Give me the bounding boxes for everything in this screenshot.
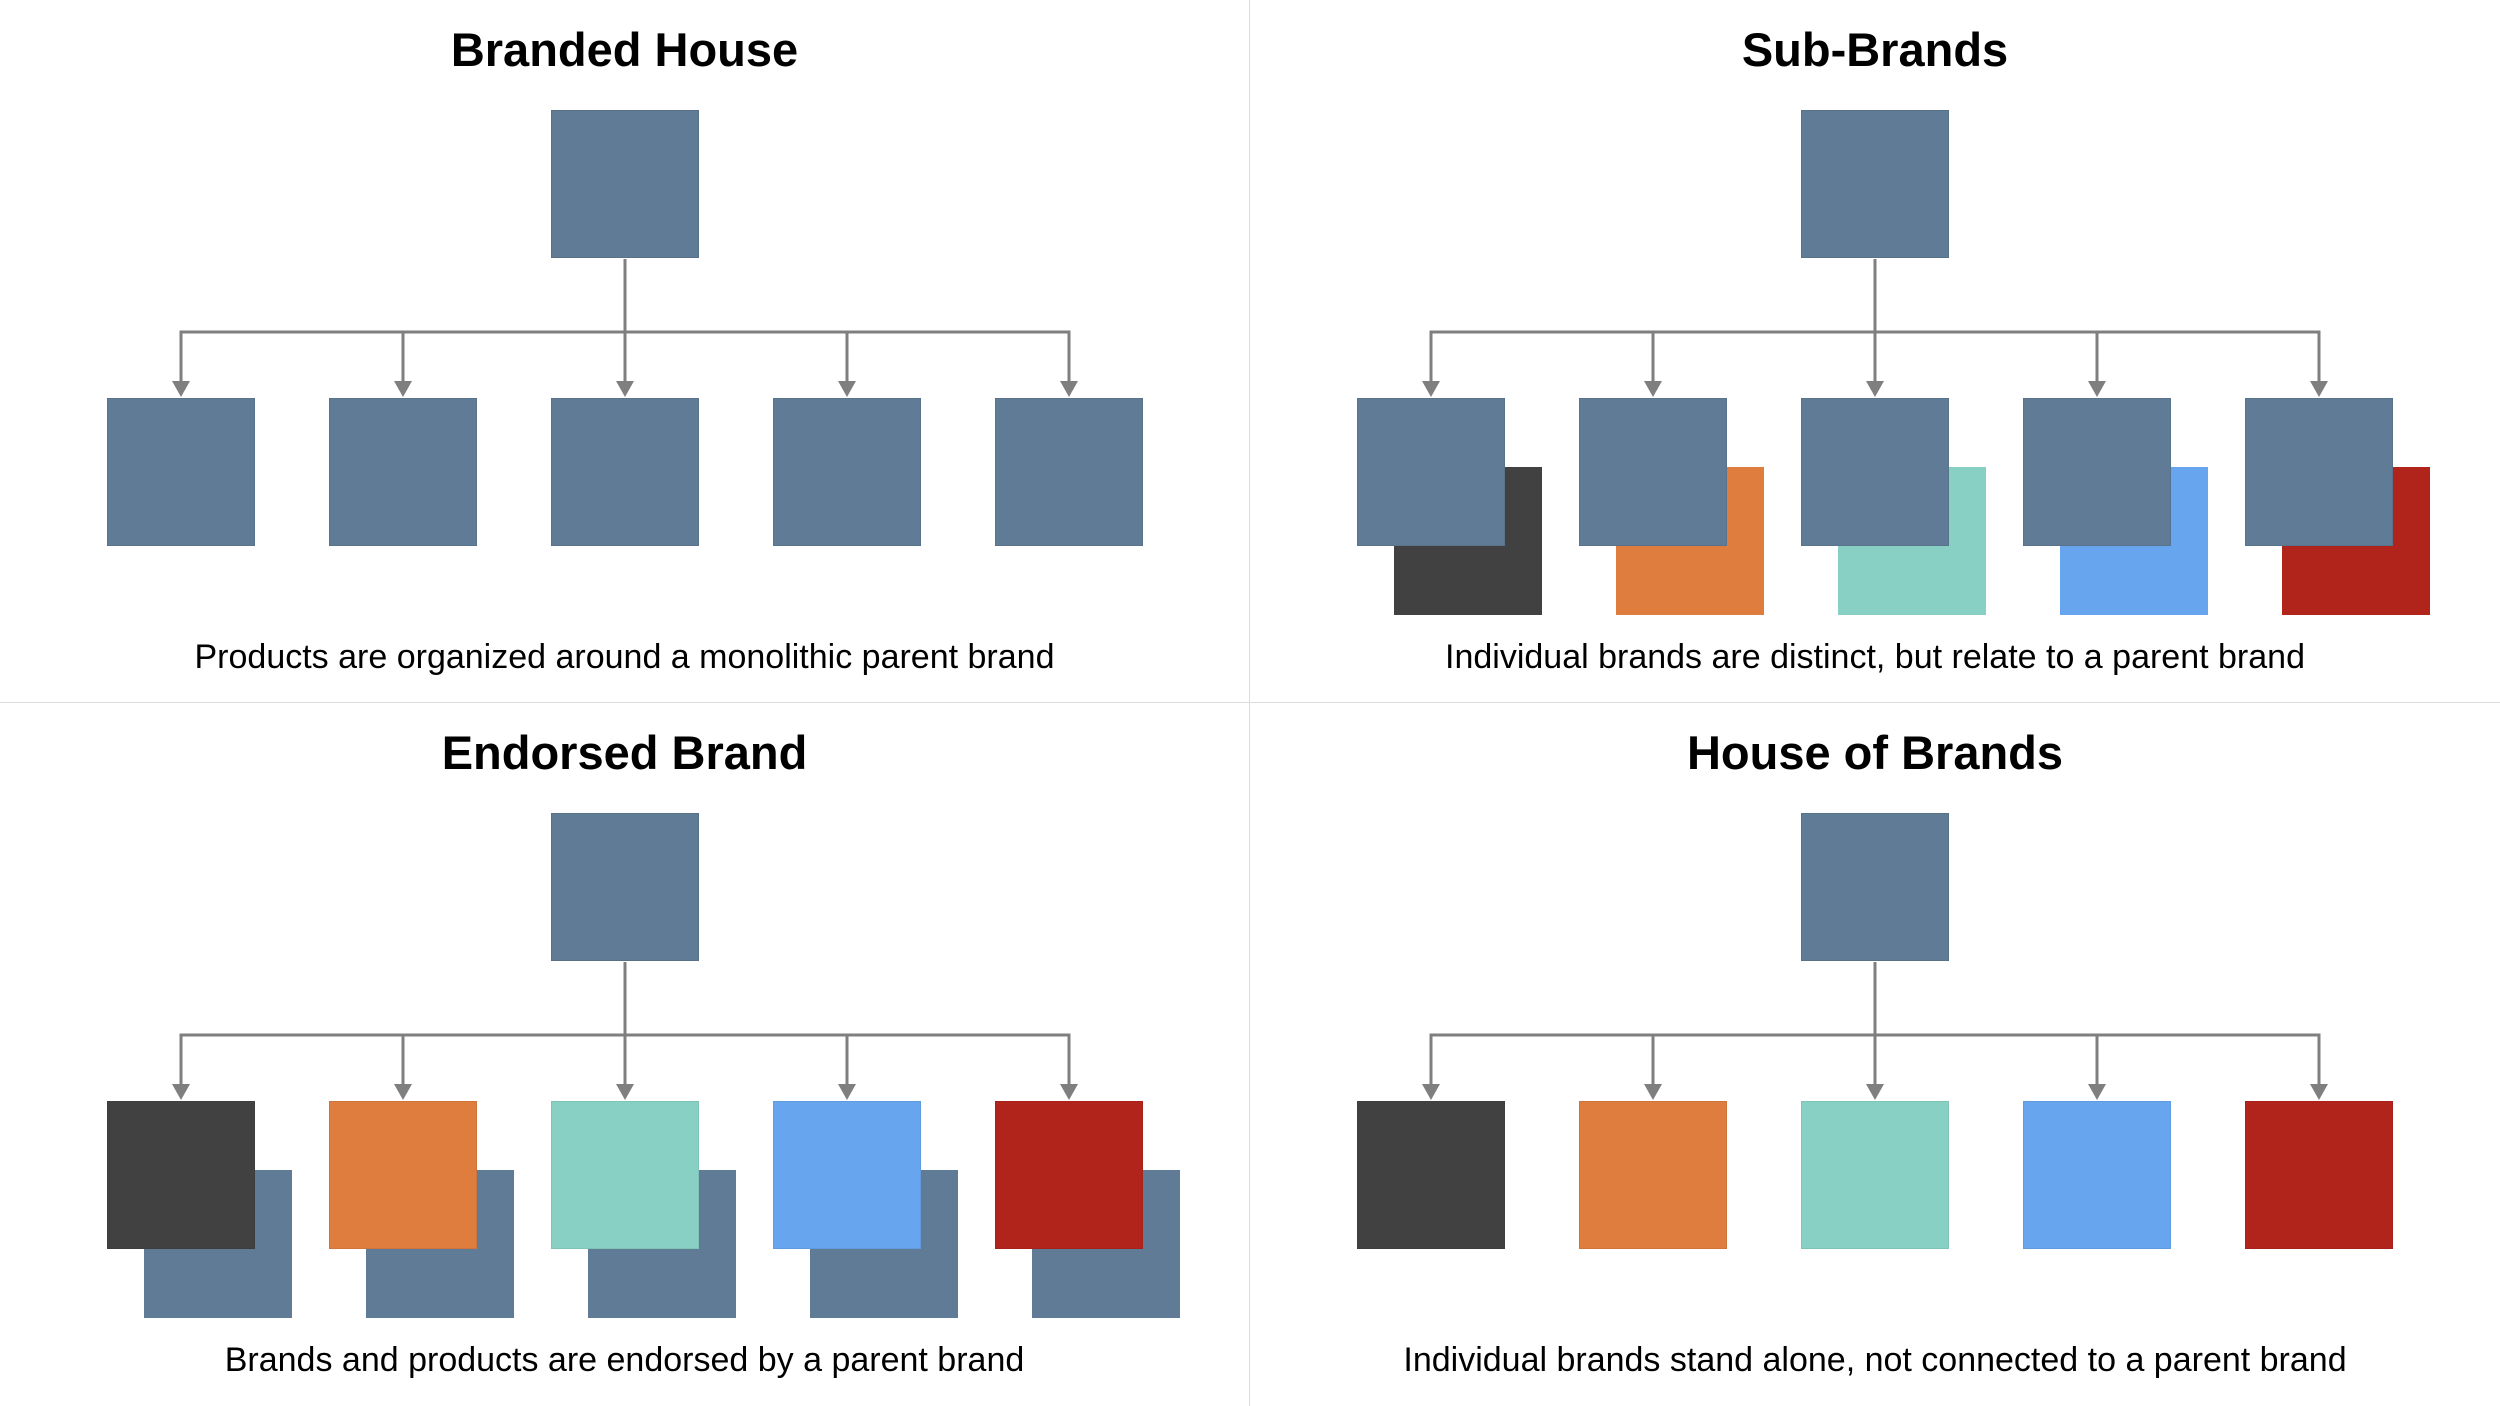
arrowhead-icon xyxy=(2310,381,2328,397)
parent-brand-box xyxy=(551,110,699,258)
child-front-box xyxy=(1357,398,1505,546)
arrowhead-icon xyxy=(394,381,412,397)
arrowhead-icon xyxy=(172,1084,190,1100)
parent-brand-box xyxy=(551,813,699,961)
child-front-box xyxy=(1801,398,1949,546)
child-front-box xyxy=(1357,1101,1505,1249)
child-front-box xyxy=(329,398,477,546)
child-front-box xyxy=(995,1101,1143,1249)
tree-connector-arrows xyxy=(172,259,1078,397)
quadrant-title: Endorsed Brand xyxy=(441,726,808,779)
quadrant-caption: Individual brands are distinct, but rela… xyxy=(1445,638,2305,676)
tree-connector-arrows xyxy=(1422,259,2328,397)
child-front-box xyxy=(329,1101,477,1249)
quadrant-title: Branded House xyxy=(450,23,799,76)
arrowhead-icon xyxy=(616,381,634,397)
tree-connector-arrows xyxy=(1422,962,2328,1100)
arrowhead-icon xyxy=(838,381,856,397)
arrowhead-icon xyxy=(1866,381,1884,397)
arrowhead-icon xyxy=(838,1084,856,1100)
arrowhead-icon xyxy=(172,381,190,397)
child-front-box xyxy=(551,398,699,546)
child-front-box xyxy=(995,398,1143,546)
brand-diagram xyxy=(1250,703,2500,1406)
quadrant-title: House of Brands xyxy=(1686,726,2064,779)
child-front-box xyxy=(551,1101,699,1249)
child-front-box xyxy=(1801,1101,1949,1249)
arrowhead-icon xyxy=(1644,381,1662,397)
quadrant-caption: Products are organized around a monolith… xyxy=(194,638,1055,676)
arrowhead-icon xyxy=(394,1084,412,1100)
parent-brand-box xyxy=(1801,813,1949,961)
quadrant-title: Sub-Brands xyxy=(1741,23,2009,76)
child-front-box xyxy=(2023,398,2171,546)
child-front-box xyxy=(2245,398,2393,546)
arrowhead-icon xyxy=(1644,1084,1662,1100)
tree-connector-arrows xyxy=(172,962,1078,1100)
child-front-box xyxy=(773,1101,921,1249)
arrowhead-icon xyxy=(1060,381,1078,397)
arrowhead-icon xyxy=(616,1084,634,1100)
parent-brand-box xyxy=(1801,110,1949,258)
quadrant-house-of-brands: House of Brands Individual brands stand … xyxy=(1250,703,2500,1406)
quadrant-sub-brands: Sub-Brands Individual brands are distinc… xyxy=(1250,0,2500,703)
arrowhead-icon xyxy=(2088,381,2106,397)
arrowhead-icon xyxy=(2088,1084,2106,1100)
arrowhead-icon xyxy=(2310,1084,2328,1100)
arrowhead-icon xyxy=(1060,1084,1078,1100)
child-front-box xyxy=(2023,1101,2171,1249)
child-front-box xyxy=(107,398,255,546)
quadrant-caption: Individual brands stand alone, not conne… xyxy=(1403,1341,2347,1379)
quadrant-branded-house: Branded House Products are organized aro… xyxy=(0,0,1250,703)
child-front-box xyxy=(1579,398,1727,546)
quadrant-caption: Brands and products are endorsed by a pa… xyxy=(224,1341,1025,1379)
arrowhead-icon xyxy=(1422,1084,1440,1100)
brand-diagram xyxy=(1250,0,2500,703)
brand-diagram xyxy=(0,703,1250,1406)
child-front-box xyxy=(107,1101,255,1249)
child-front-box xyxy=(2245,1101,2393,1249)
arrowhead-icon xyxy=(1422,381,1440,397)
brand-diagram xyxy=(0,0,1250,703)
child-front-box xyxy=(773,398,921,546)
child-front-box xyxy=(1579,1101,1727,1249)
quadrant-endorsed-brand: Endorsed Brand Brands and products are e… xyxy=(0,703,1250,1406)
arrowhead-icon xyxy=(1866,1084,1884,1100)
